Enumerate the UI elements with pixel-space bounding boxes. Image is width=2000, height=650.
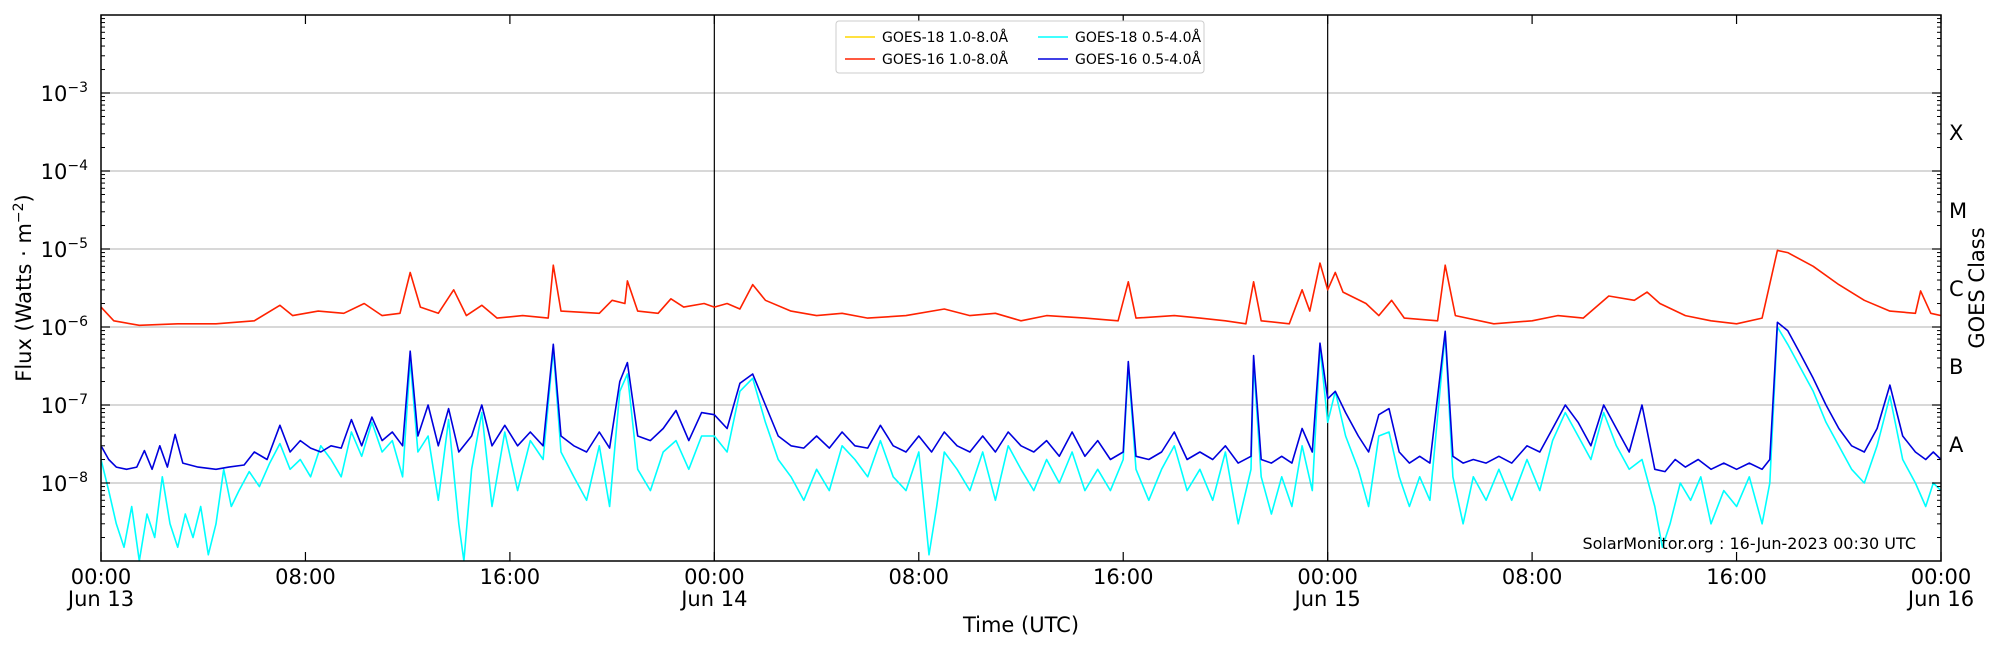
legend-label-goes16-short: GOES-16 0.5-4.0Å bbox=[1075, 51, 1201, 68]
y-tick-label-5: 10−3 bbox=[41, 80, 88, 106]
y-tick-label-1: 10−7 bbox=[41, 392, 88, 418]
y-axis-ticks: 10−810−710−610−510−410−3 bbox=[41, 18, 1941, 539]
credit-text: SolarMonitor.org : 16-Jun-2023 00:30 UTC bbox=[1582, 534, 1916, 553]
goes-class-label-c: C bbox=[1949, 277, 1964, 301]
y-axis-label-close: ) bbox=[12, 194, 36, 202]
legend: GOES-18 1.0-8.0Å GOES-16 1.0-8.0Å GOES-1… bbox=[835, 20, 1205, 74]
series-lines bbox=[101, 249, 1941, 561]
x-axis-label: Time (UTC) bbox=[962, 613, 1079, 637]
y-tick-label-exp-0: −8 bbox=[67, 470, 88, 486]
y-tick-label-exp-2: −6 bbox=[67, 314, 88, 330]
x-tick-label-6: 00:00 bbox=[1297, 565, 1358, 589]
legend-label-goes18-short: GOES-18 0.5-4.0Å bbox=[1075, 29, 1201, 46]
legend-label-goes16-long: GOES-16 1.0-8.0Å bbox=[882, 51, 1008, 68]
y2-axis-label: GOES Class bbox=[1965, 227, 1989, 348]
y-axis-label-base: Flux (Watts · m bbox=[12, 223, 36, 382]
series-line-3 bbox=[101, 321, 1941, 473]
y-tick-label-3: 10−5 bbox=[41, 236, 88, 262]
y-tick-label-base-0: 10 bbox=[41, 472, 68, 496]
x-tick-label-9: 00:00 bbox=[1911, 565, 1972, 589]
x-tick-label-5: 16:00 bbox=[1093, 565, 1154, 589]
x-tick-date-0: Jun 13 bbox=[66, 587, 134, 611]
goes-class-label-a: A bbox=[1949, 433, 1964, 457]
x-tick-label-8: 16:00 bbox=[1706, 565, 1767, 589]
day-boundary-lines bbox=[713, 15, 1329, 561]
gridlines bbox=[101, 92, 1941, 484]
x-tick-label-1: 08:00 bbox=[275, 565, 336, 589]
legend-label-goes18-long: GOES-18 1.0-8.0Å bbox=[882, 29, 1008, 46]
y-axis-label-sup: −2 bbox=[11, 202, 27, 223]
x-tick-date-9: Jun 16 bbox=[1906, 587, 1974, 611]
goes-class-labels: A B C M X bbox=[1949, 121, 1967, 457]
goes-class-label-b: B bbox=[1949, 355, 1963, 379]
y-tick-label-exp-3: −5 bbox=[67, 236, 88, 252]
y-tick-label-exp-4: −4 bbox=[67, 158, 88, 174]
x-tick-label-7: 08:00 bbox=[1502, 565, 1563, 589]
y-tick-label-base-5: 10 bbox=[41, 82, 68, 106]
y-axis-label: Flux (Watts · m−2) bbox=[11, 194, 36, 382]
y-tick-label-base-1: 10 bbox=[41, 394, 68, 418]
y-tick-label-base-4: 10 bbox=[41, 160, 68, 184]
x-tick-date-6: Jun 15 bbox=[1293, 587, 1361, 611]
x-tick-label-0: 00:00 bbox=[71, 565, 132, 589]
x-tick-label-4: 08:00 bbox=[889, 565, 950, 589]
y-tick-label-exp-5: −3 bbox=[67, 80, 88, 96]
plot-frame bbox=[100, 14, 1942, 562]
goes-class-label-x: X bbox=[1949, 121, 1963, 145]
legend-box bbox=[835, 20, 1205, 74]
y-tick-label-exp-1: −7 bbox=[67, 392, 88, 408]
goes-class-label-m: M bbox=[1949, 199, 1967, 223]
y-tick-label-base-2: 10 bbox=[41, 316, 68, 340]
y-tick-label-2: 10−6 bbox=[41, 314, 88, 340]
y-tick-label-base-3: 10 bbox=[41, 238, 68, 262]
y-tick-label-4: 10−4 bbox=[41, 158, 88, 184]
x-tick-label-2: 16:00 bbox=[480, 565, 541, 589]
series-line-2 bbox=[101, 326, 1941, 561]
series-line-1 bbox=[101, 249, 1941, 327]
y-tick-label-0: 10−8 bbox=[41, 470, 88, 496]
x-tick-label-3: 00:00 bbox=[684, 565, 745, 589]
x-tick-date-3: Jun 14 bbox=[679, 587, 747, 611]
